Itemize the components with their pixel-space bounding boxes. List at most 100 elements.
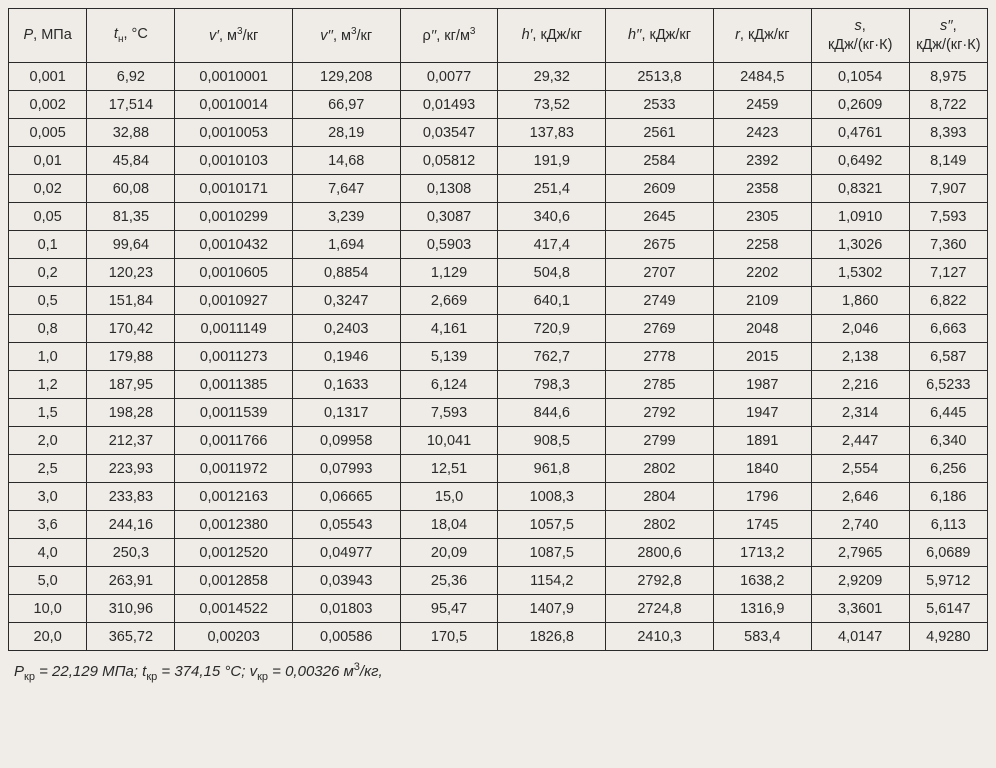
table-cell: 3,6: [9, 511, 87, 539]
table-row: 0,8170,420,00111490,24034,161720,9276920…: [9, 315, 988, 343]
table-cell: 0,0014522: [175, 595, 292, 623]
table-cell: 198,28: [87, 399, 175, 427]
column-header-4: ρ′′, кг/м3: [400, 9, 498, 63]
table-cell: 1407,9: [498, 595, 606, 623]
column-header-7: r, кДж/кг: [713, 9, 811, 63]
table-row: 0,00217,5140,001001466,970,0149373,52253…: [9, 91, 988, 119]
table-cell: 340,6: [498, 203, 606, 231]
table-cell: 28,19: [292, 119, 400, 147]
table-cell: 0,0010432: [175, 231, 292, 259]
table-cell: 0,0012520: [175, 539, 292, 567]
table-cell: 223,93: [87, 455, 175, 483]
table-cell: 2459: [713, 91, 811, 119]
table-cell: 2724,8: [606, 595, 714, 623]
column-header-9: s′′,кДж/(кг·К): [909, 9, 987, 63]
table-cell: 191,9: [498, 147, 606, 175]
table-cell: 170,42: [87, 315, 175, 343]
column-header-2: v′, м3/кг: [175, 9, 292, 63]
table-cell: 18,04: [400, 511, 498, 539]
table-cell: 2202: [713, 259, 811, 287]
table-cell: 6,92: [87, 63, 175, 91]
table-cell: 2533: [606, 91, 714, 119]
table-cell: 0,00203: [175, 623, 292, 651]
table-cell: 0,4761: [811, 119, 909, 147]
table-cell: 137,83: [498, 119, 606, 147]
table-cell: 1,860: [811, 287, 909, 315]
table-cell: 2804: [606, 483, 714, 511]
table-cell: 2,216: [811, 371, 909, 399]
table-cell: 2,740: [811, 511, 909, 539]
table-cell: 2258: [713, 231, 811, 259]
table-cell: 2,314: [811, 399, 909, 427]
table-cell: 2609: [606, 175, 714, 203]
table-cell: 6,5233: [909, 371, 987, 399]
table-cell: 2778: [606, 343, 714, 371]
table-cell: 6,186: [909, 483, 987, 511]
table-cell: 7,593: [400, 399, 498, 427]
table-cell: 20,09: [400, 539, 498, 567]
table-cell: 60,08: [87, 175, 175, 203]
table-cell: 6,822: [909, 287, 987, 315]
table-row: 0,5151,840,00109270,32472,669640,1274921…: [9, 287, 988, 315]
table-cell: 5,139: [400, 343, 498, 371]
table-cell: 0,05: [9, 203, 87, 231]
table-cell: 7,593: [909, 203, 987, 231]
table-cell: 4,0: [9, 539, 87, 567]
table-cell: 2,7965: [811, 539, 909, 567]
table-cell: 2423: [713, 119, 811, 147]
table-cell: 8,722: [909, 91, 987, 119]
column-header-6: h′′, кДж/кг: [606, 9, 714, 63]
table-cell: 1087,5: [498, 539, 606, 567]
table-cell: 640,1: [498, 287, 606, 315]
table-cell: 0,002: [9, 91, 87, 119]
table-cell: 0,2403: [292, 315, 400, 343]
table-cell: 1,694: [292, 231, 400, 259]
table-cell: 10,041: [400, 427, 498, 455]
table-cell: 310,96: [87, 595, 175, 623]
table-cell: 0,8321: [811, 175, 909, 203]
table-cell: 2,138: [811, 343, 909, 371]
table-cell: 0,01493: [400, 91, 498, 119]
critical-point-footnote: Pкр = 22,129 МПа; tкр = 374,15 °C; vкр =…: [8, 651, 988, 687]
table-cell: 7,647: [292, 175, 400, 203]
table-cell: 798,3: [498, 371, 606, 399]
table-row: 20,0365,720,002030,00586170,51826,82410,…: [9, 623, 988, 651]
table-cell: 2675: [606, 231, 714, 259]
table-cell: 6,256: [909, 455, 987, 483]
table-cell: 1891: [713, 427, 811, 455]
table-cell: 2792,8: [606, 567, 714, 595]
table-cell: 0,0012163: [175, 483, 292, 511]
table-cell: 0,0011273: [175, 343, 292, 371]
table-cell: 5,6147: [909, 595, 987, 623]
table-cell: 250,3: [87, 539, 175, 567]
table-cell: 0,1054: [811, 63, 909, 91]
table-cell: 81,35: [87, 203, 175, 231]
table-cell: 2,046: [811, 315, 909, 343]
table-cell: 0,1633: [292, 371, 400, 399]
table-cell: 2,646: [811, 483, 909, 511]
table-cell: 1,0: [9, 343, 87, 371]
table-cell: 2584: [606, 147, 714, 175]
table-cell: 0,005: [9, 119, 87, 147]
table-row: 1,5198,280,00115390,13177,593844,6279219…: [9, 399, 988, 427]
table-cell: 0,0010299: [175, 203, 292, 231]
table-cell: 1987: [713, 371, 811, 399]
steam-properties-table: P, МПаtн, °Cv′, м3/кгv′′, м3/кгρ′′, кг/м…: [8, 8, 988, 651]
table-cell: 0,0011766: [175, 427, 292, 455]
table-row: 0,0016,920,0010001129,2080,007729,322513…: [9, 63, 988, 91]
table-cell: 95,47: [400, 595, 498, 623]
table-cell: 2048: [713, 315, 811, 343]
table-cell: 2802: [606, 455, 714, 483]
table-cell: 0,1946: [292, 343, 400, 371]
table-cell: 5,0: [9, 567, 87, 595]
table-cell: 1,3026: [811, 231, 909, 259]
table-cell: 1008,3: [498, 483, 606, 511]
table-cell: 504,8: [498, 259, 606, 287]
table-cell: 1154,2: [498, 567, 606, 595]
table-cell: 5,9712: [909, 567, 987, 595]
table-cell: 0,0011539: [175, 399, 292, 427]
table-cell: 2,5: [9, 455, 87, 483]
table-cell: 0,5: [9, 287, 87, 315]
table-cell: 1,2: [9, 371, 87, 399]
table-cell: 3,3601: [811, 595, 909, 623]
